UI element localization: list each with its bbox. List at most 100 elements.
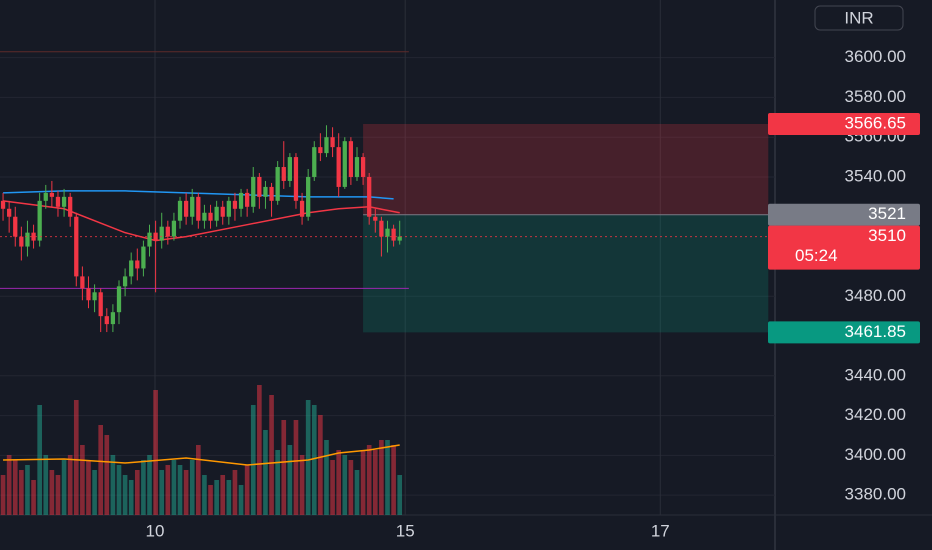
volume-bar <box>153 390 158 515</box>
volume-bar <box>372 450 378 515</box>
volume-bar <box>305 400 311 515</box>
volume-ma-line <box>3 444 400 466</box>
candle-body <box>373 216 378 221</box>
candle-body <box>245 192 250 207</box>
candle-body <box>263 186 268 197</box>
volume-bar <box>397 475 403 515</box>
stop-price-tag <box>768 112 920 135</box>
volume-bar <box>287 445 293 515</box>
stop-zone <box>363 123 769 215</box>
candle-body <box>251 176 256 207</box>
volume-bar <box>19 470 24 515</box>
candle-body <box>31 232 36 241</box>
volume-bar <box>92 470 97 515</box>
volume-bar <box>269 395 274 515</box>
volume-bar <box>220 475 226 515</box>
volume-bar <box>177 465 183 515</box>
candle-body <box>61 196 67 207</box>
moving-average-line <box>3 190 394 200</box>
candle-body <box>135 260 140 269</box>
volume-bar <box>80 445 85 515</box>
candle-body <box>269 186 274 201</box>
candle-body <box>110 312 116 325</box>
volume-bar <box>263 430 268 515</box>
volume-bar <box>318 415 323 515</box>
candle-body <box>385 228 390 237</box>
volume-bar <box>244 465 250 515</box>
volume-bar <box>391 445 396 515</box>
candle-body <box>129 260 134 277</box>
volume-bar <box>67 455 73 515</box>
candle-body <box>354 157 360 177</box>
volume-bar <box>324 440 329 515</box>
volume-bar <box>348 460 354 515</box>
last-price-tag <box>768 225 920 270</box>
x-tick-label: 17 <box>651 521 670 540</box>
candle-body <box>208 212 213 221</box>
entry-price-tag <box>768 203 920 226</box>
volume-bar <box>183 470 189 515</box>
y-tick-label: 3480.00 <box>845 286 906 305</box>
volume-bar <box>104 435 110 515</box>
candle-body <box>330 137 335 148</box>
volume-bar <box>257 385 262 515</box>
volume-bar <box>61 460 67 515</box>
candle-body <box>165 226 170 237</box>
candle-body <box>116 286 122 313</box>
candle-body <box>275 167 280 201</box>
y-tick-label: 3380.00 <box>845 485 906 504</box>
volume-bar <box>128 480 134 515</box>
volume-bar <box>196 445 201 515</box>
volume-bar <box>31 480 36 515</box>
volume-bar <box>281 420 287 515</box>
volume-bar <box>147 455 152 515</box>
volume-bar <box>165 465 171 515</box>
volume-bar <box>134 470 140 515</box>
candle-body <box>68 196 73 217</box>
y-tick-label: 3580.00 <box>845 87 906 106</box>
currency-label: INR <box>844 8 873 27</box>
volume-bar <box>330 460 335 515</box>
x-tick-label: 15 <box>396 521 415 540</box>
volume-bar <box>214 480 219 515</box>
y-tick-label: 3400.00 <box>845 445 906 464</box>
countdown-label: 05:24 <box>795 246 838 265</box>
volume-bar <box>342 455 348 515</box>
x-tick-label: 10 <box>146 521 165 540</box>
candle-body <box>177 200 183 221</box>
candle-body <box>190 196 195 217</box>
candle-body <box>324 137 329 154</box>
volume-bar <box>232 470 238 515</box>
volume-bar <box>122 475 128 515</box>
candle-body <box>104 316 109 325</box>
volume-bar <box>25 465 30 515</box>
volume-bar <box>311 405 317 515</box>
candle-body <box>0 200 6 209</box>
candle-body <box>74 216 79 277</box>
entry-price-label: 3521 <box>868 204 906 223</box>
volume-bar <box>379 440 384 515</box>
candle-body <box>232 200 238 209</box>
volume-bar <box>189 460 195 515</box>
candle-body <box>287 157 292 181</box>
volume-bar <box>366 445 372 515</box>
currency-badge[interactable] <box>814 5 904 31</box>
candle-body <box>367 176 372 217</box>
volume-bar <box>354 470 360 515</box>
y-tick-label: 3540.00 <box>845 166 906 185</box>
last-price-label: 3510 <box>868 226 906 245</box>
candle-body <box>257 176 262 197</box>
candle-body <box>312 147 317 177</box>
candle-body <box>238 192 244 209</box>
volume-bar <box>159 470 165 515</box>
candle-body <box>13 216 18 237</box>
candle-body <box>336 147 341 187</box>
y-tick-label: 3440.00 <box>845 365 906 384</box>
stop-price-label: 3566.65 <box>845 113 906 132</box>
volume-bar <box>0 475 6 515</box>
target-price-tag <box>768 321 920 344</box>
volume-bar <box>110 455 116 515</box>
candle-body <box>281 167 286 181</box>
candle-body <box>379 220 384 237</box>
volume-bar <box>299 455 305 515</box>
